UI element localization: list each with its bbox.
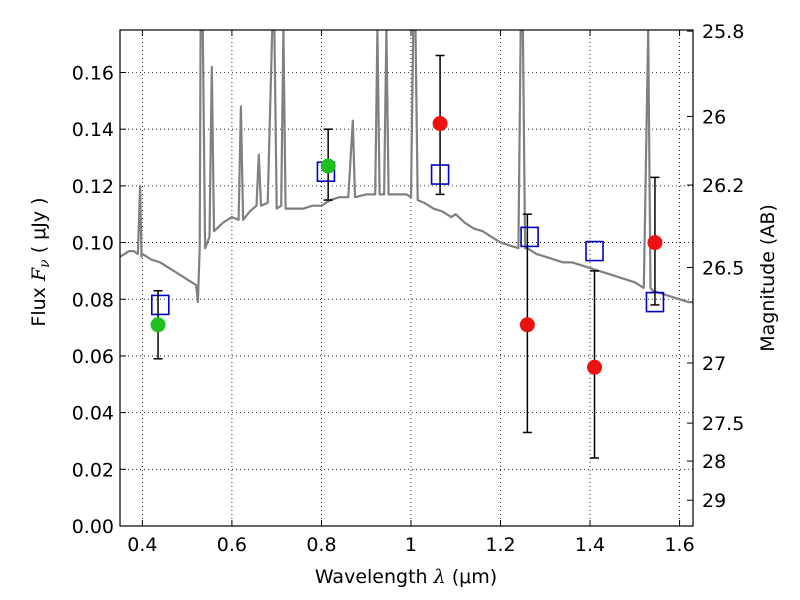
magnitude-tick-label: 29	[702, 490, 726, 512]
y-tick-label: 0.06	[72, 346, 114, 368]
plot-frame	[119, 29, 694, 527]
magnitude-tick-label: 27.5	[702, 413, 744, 435]
model-photometry-square	[520, 226, 539, 248]
magnitude-tick-label: 28	[702, 451, 726, 473]
grid	[120, 30, 693, 527]
x-tick-label: 0.8	[306, 534, 336, 556]
magnitude-tick-label: 25.8	[702, 21, 744, 43]
ticks	[120, 30, 693, 527]
x-tick-label: 1.6	[664, 534, 694, 556]
measurement-point	[432, 116, 448, 132]
detection-point	[150, 317, 166, 333]
y-tick-label: 0.10	[72, 233, 114, 255]
points-layer	[150, 54, 665, 459]
x-tick-label: 0.4	[127, 534, 157, 556]
magnitude-tick-label: 26	[702, 106, 726, 128]
tick-labels: 0.4 0.6 0.8 1 1.2 1.4 1.6 0.00 0.02 0.04 0.06 0.08 0…	[72, 21, 745, 556]
magnitude-tick-label: 26.2	[702, 175, 744, 197]
y-tick-label: 0.12	[72, 176, 114, 198]
model-spectrum-line	[120, 30, 693, 304]
model-photometry-square	[585, 240, 604, 262]
x-axis-label: Wavelength λ (μm)	[315, 566, 497, 588]
y-axis-label: Flux Fν ( μJy )	[28, 197, 53, 326]
measurement-point	[587, 359, 603, 375]
x-tick-label: 1	[405, 534, 417, 556]
x-tick-label: 1.4	[575, 534, 605, 556]
y-tick-label: 0.14	[72, 119, 114, 141]
magnitude-tick-label: 27	[702, 353, 726, 375]
model-photometry-square	[150, 294, 170, 316]
y2-axis-label: Magnitude (AB)	[757, 204, 779, 352]
detection-point	[320, 158, 336, 174]
spectrum-layer	[120, 30, 693, 304]
magnitude-tick-label: 26.5	[702, 258, 744, 280]
measurement-point	[519, 317, 535, 333]
plot-area	[120, 30, 693, 526]
y-tick-label: 0.08	[72, 289, 114, 311]
y-tick-label: 0.04	[72, 403, 114, 425]
y-tick-label: 0.16	[72, 63, 114, 85]
y-tick-label: 0.02	[72, 459, 114, 481]
measurement-point	[647, 235, 663, 251]
y-tick-label: 0.00	[72, 516, 114, 538]
x-tick-label: 0.6	[217, 534, 247, 556]
x-tick-label: 1.2	[485, 534, 515, 556]
